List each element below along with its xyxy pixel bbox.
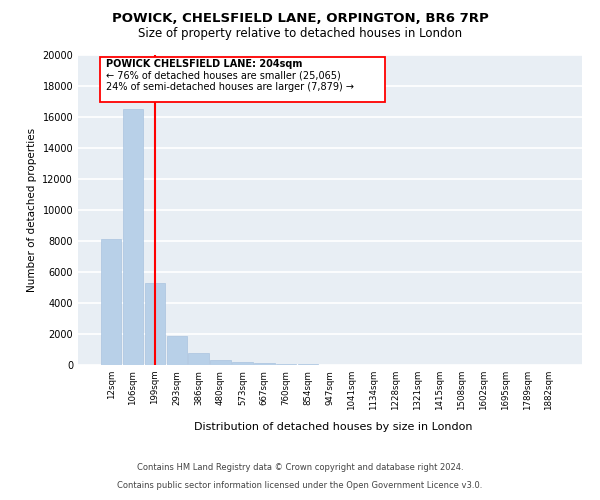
Bar xyxy=(101,240,121,365)
Bar xyxy=(276,364,296,365)
Bar xyxy=(188,352,209,365)
FancyBboxPatch shape xyxy=(100,56,385,102)
Text: Contains HM Land Registry data © Crown copyright and database right 2024.: Contains HM Land Registry data © Crown c… xyxy=(137,464,463,472)
Text: Distribution of detached houses by size in London: Distribution of detached houses by size … xyxy=(194,422,472,432)
Bar xyxy=(211,360,231,365)
Bar xyxy=(298,364,318,365)
Text: 24% of semi-detached houses are larger (7,879) →: 24% of semi-detached houses are larger (… xyxy=(106,82,353,92)
Bar xyxy=(145,283,165,365)
Text: Contains public sector information licensed under the Open Government Licence v3: Contains public sector information licen… xyxy=(118,481,482,490)
Bar xyxy=(167,336,187,365)
Text: POWICK, CHELSFIELD LANE, ORPINGTON, BR6 7RP: POWICK, CHELSFIELD LANE, ORPINGTON, BR6 … xyxy=(112,12,488,26)
Bar xyxy=(254,364,275,365)
Text: POWICK CHELSFIELD LANE: 204sqm: POWICK CHELSFIELD LANE: 204sqm xyxy=(106,58,302,68)
Y-axis label: Number of detached properties: Number of detached properties xyxy=(27,128,37,292)
Bar xyxy=(123,110,143,365)
Text: Size of property relative to detached houses in London: Size of property relative to detached ho… xyxy=(138,28,462,40)
Text: ← 76% of detached houses are smaller (25,065): ← 76% of detached houses are smaller (25… xyxy=(106,70,340,81)
Bar xyxy=(232,362,253,365)
